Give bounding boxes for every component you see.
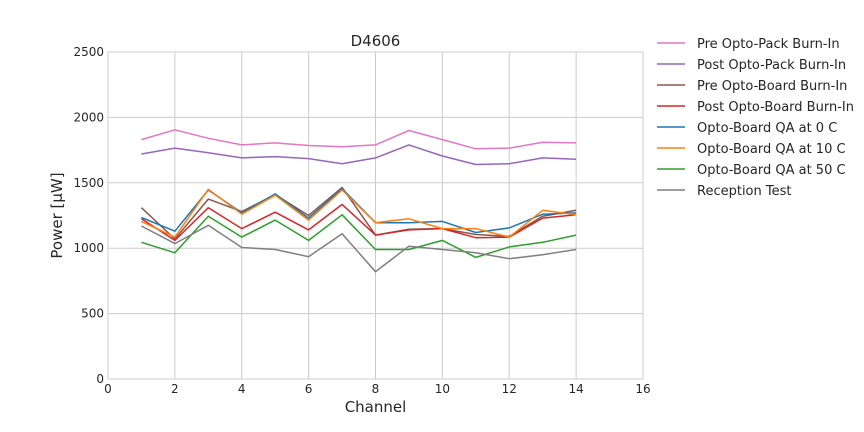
legend-label: Opto-Board QA at 0 C: [697, 121, 837, 136]
y-tick-label: 0: [96, 372, 104, 386]
y-tick-label: 2000: [73, 110, 104, 124]
series-line: [141, 129, 577, 150]
y-tick-label: 500: [81, 307, 104, 321]
legend-label: Opto-Board QA at 10 C: [697, 142, 846, 157]
legend-label: Pre Opto-Board Burn-In: [697, 79, 847, 94]
y-axis-label: Power [μW]: [48, 172, 66, 258]
x-tick-label: 4: [238, 382, 246, 396]
series-lines: [140, 129, 577, 273]
x-tick-label: 12: [502, 382, 517, 396]
y-tick-label: 1000: [73, 241, 104, 255]
y-tick-label: 1500: [73, 176, 104, 190]
chart-title: D4606: [351, 32, 401, 50]
legend-label: Post Opto-Pack Burn-In: [697, 58, 846, 73]
series-line: [141, 224, 577, 273]
x-tick-label: 2: [171, 382, 179, 396]
series-line: [141, 214, 577, 259]
series-line: [141, 188, 577, 238]
series-line: [140, 203, 577, 242]
legend-label: Post Opto-Board Burn-In: [697, 100, 854, 115]
x-tick-label: 10: [435, 382, 450, 396]
legend-label: Reception Test: [697, 184, 791, 199]
series-line: [141, 144, 577, 166]
x-tick-label: 14: [568, 382, 583, 396]
legend: Pre Opto-Pack Burn-In Post Opto-Pack Burn…: [657, 37, 854, 199]
tick-labels: 0 2 4 6 8 10 12 14 16 0 500 1000 1500 2000 2500: [73, 45, 650, 396]
x-tick-label: 0: [104, 382, 112, 396]
y-tick-label: 2500: [73, 45, 104, 59]
x-tick-label: 8: [372, 382, 380, 396]
x-axis-label: Channel: [345, 398, 407, 416]
legend-label: Pre Opto-Pack Burn-In: [697, 37, 840, 52]
x-tick-label: 16: [635, 382, 650, 396]
x-tick-label: 6: [305, 382, 313, 396]
plot-frame: [107, 51, 644, 380]
legend-label: Opto-Board QA at 50 C: [697, 163, 846, 178]
